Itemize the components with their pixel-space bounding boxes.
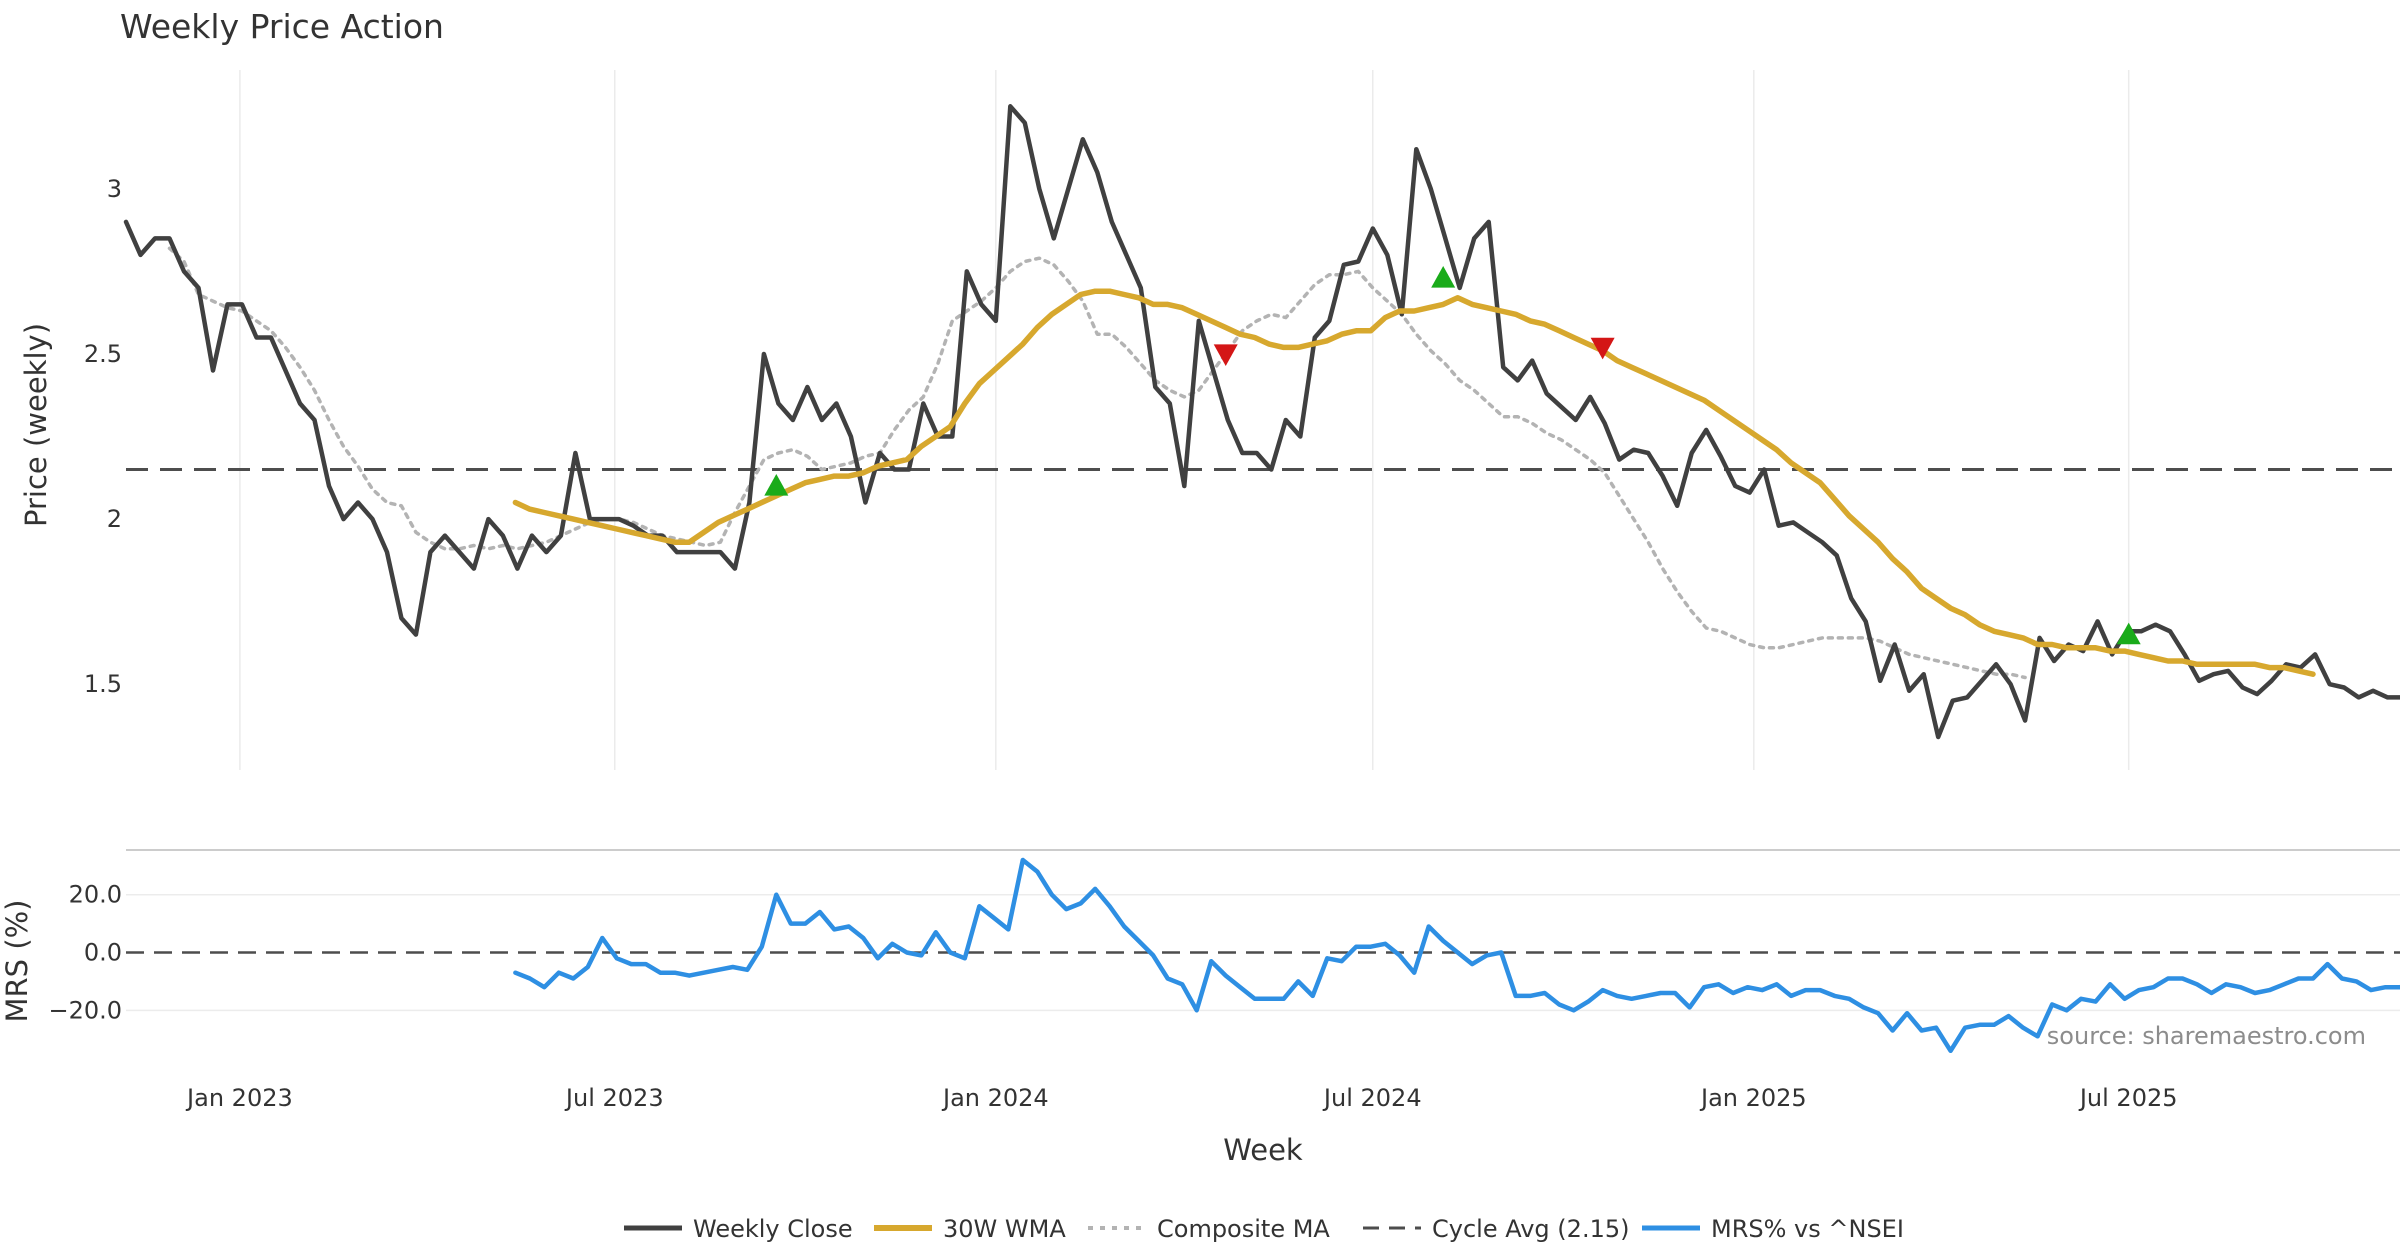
cycle-avg-value: 2.15 <box>1567 1215 1620 1243</box>
source-note: source: sharemaestro.com <box>2047 1022 2366 1050</box>
sell-signal-marker <box>1590 337 1615 360</box>
wma-30w-line <box>512 288 2316 677</box>
x-tick-label: Jan 2025 <box>1699 1084 1807 1112</box>
mrs-y-tick-label: 0.0 <box>84 939 122 967</box>
price-y-ticks: 1.5 2 2.5 3 <box>84 175 122 698</box>
sell-signal-marker <box>1213 344 1238 366</box>
price-y-tick-label: 2 <box>107 505 122 533</box>
mrs-y-ticks: 20.0 0.0 −20.0 <box>48 881 2400 1024</box>
mrs-y-axis-label: MRS (%) <box>0 900 34 1023</box>
x-tick-label: Jul 2023 <box>564 1084 664 1112</box>
legend-label-cycle-avg: Cycle Avg (2.15) <box>1432 1215 1629 1243</box>
price-y-axis-label: Price (weekly) <box>19 323 53 527</box>
legend-label-weekly-close: Weekly Close <box>693 1215 853 1243</box>
x-tick-label: Jan 2023 <box>185 1084 293 1112</box>
price-y-tick-label: 3 <box>107 175 122 203</box>
mrs-line <box>513 857 2400 1054</box>
signal-markers <box>764 266 2141 645</box>
x-tick-label: Jul 2025 <box>2078 1084 2178 1112</box>
weekly-close-line <box>123 104 2400 740</box>
legend-label-30w-wma: 30W WMA <box>943 1215 1066 1243</box>
price-y-tick-label: 1.5 <box>84 670 122 698</box>
series-layer <box>123 104 2400 1054</box>
legend: Weekly Close 30W WMA Composite MA Cycle … <box>624 1215 1904 1243</box>
chart-title: Weekly Price Action <box>120 7 444 46</box>
buy-signal-marker <box>2116 622 2141 645</box>
x-axis-label: Week <box>1223 1133 1303 1167</box>
composite-ma-line <box>167 246 2027 680</box>
buy-signal-marker <box>1431 266 1456 288</box>
x-tick-label: Jan 2024 <box>941 1084 1049 1112</box>
x-tick-label: Jul 2024 <box>1322 1084 1422 1112</box>
mrs-y-tick-label: −20.0 <box>48 996 122 1024</box>
x-tick-labels: Jan 2023 Jul 2023 Jan 2024 Jul 2024 Jan 2025… <box>185 1084 2177 1112</box>
legend-label-mrs: MRS% vs ^NSEI <box>1711 1215 1904 1243</box>
price-y-tick-label: 2.5 <box>84 340 122 368</box>
mrs-y-tick-label: 20.0 <box>69 881 122 909</box>
legend-label-composite-ma: Composite MA <box>1157 1215 1330 1243</box>
buy-signal-marker <box>764 474 789 496</box>
x-gridlines <box>239 70 2130 770</box>
